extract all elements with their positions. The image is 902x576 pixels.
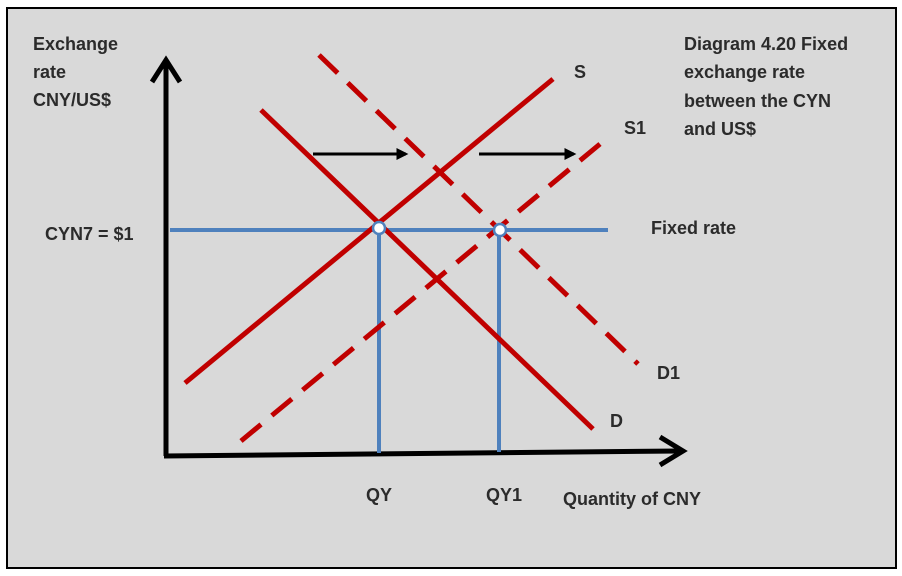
demand-curve-label: D: [610, 411, 623, 431]
demand-shifted-curve-label: D1: [657, 363, 680, 383]
diagram-title-line: between the CYN: [684, 91, 831, 111]
price-label: CYN7 = $1: [45, 224, 134, 244]
demand-curve-d: [259, 108, 595, 431]
equilibrium-point-original: [371, 220, 387, 236]
x-axis-arrowhead: [658, 434, 688, 468]
quantity-label-qy: QY: [366, 485, 392, 505]
equilibrium-point-new: [492, 222, 508, 238]
quantity-label-qy1: QY1: [486, 485, 522, 505]
diagram-title-line: and US$: [684, 119, 756, 139]
diagram-title-line: Diagram 4.20 Fixed: [684, 34, 848, 54]
y-axis-label: Exchange rate CNY/US$: [33, 34, 123, 110]
x-axis-label: Quantity of CNY: [563, 489, 701, 509]
y-axis-label-line: CNY/US$: [33, 90, 111, 110]
y-axis-label-line: rate: [33, 62, 66, 82]
y-axis-label-line: Exchange: [33, 34, 118, 54]
diagram-title: Diagram 4.20 Fixed exchange rate between…: [684, 34, 853, 139]
y-axis-arrowhead: [149, 55, 183, 84]
supply-curve-label: S: [574, 62, 586, 82]
demand-curve-d1: [317, 53, 640, 366]
supply-curve-s: [183, 77, 555, 385]
diagram-panel: [6, 7, 897, 569]
x-axis: [163, 448, 681, 459]
fixed-rate-label: Fixed rate: [651, 218, 736, 238]
diagram-title-line: exchange rate: [684, 62, 805, 82]
supply-shifted-curve-label: S1: [624, 118, 646, 138]
